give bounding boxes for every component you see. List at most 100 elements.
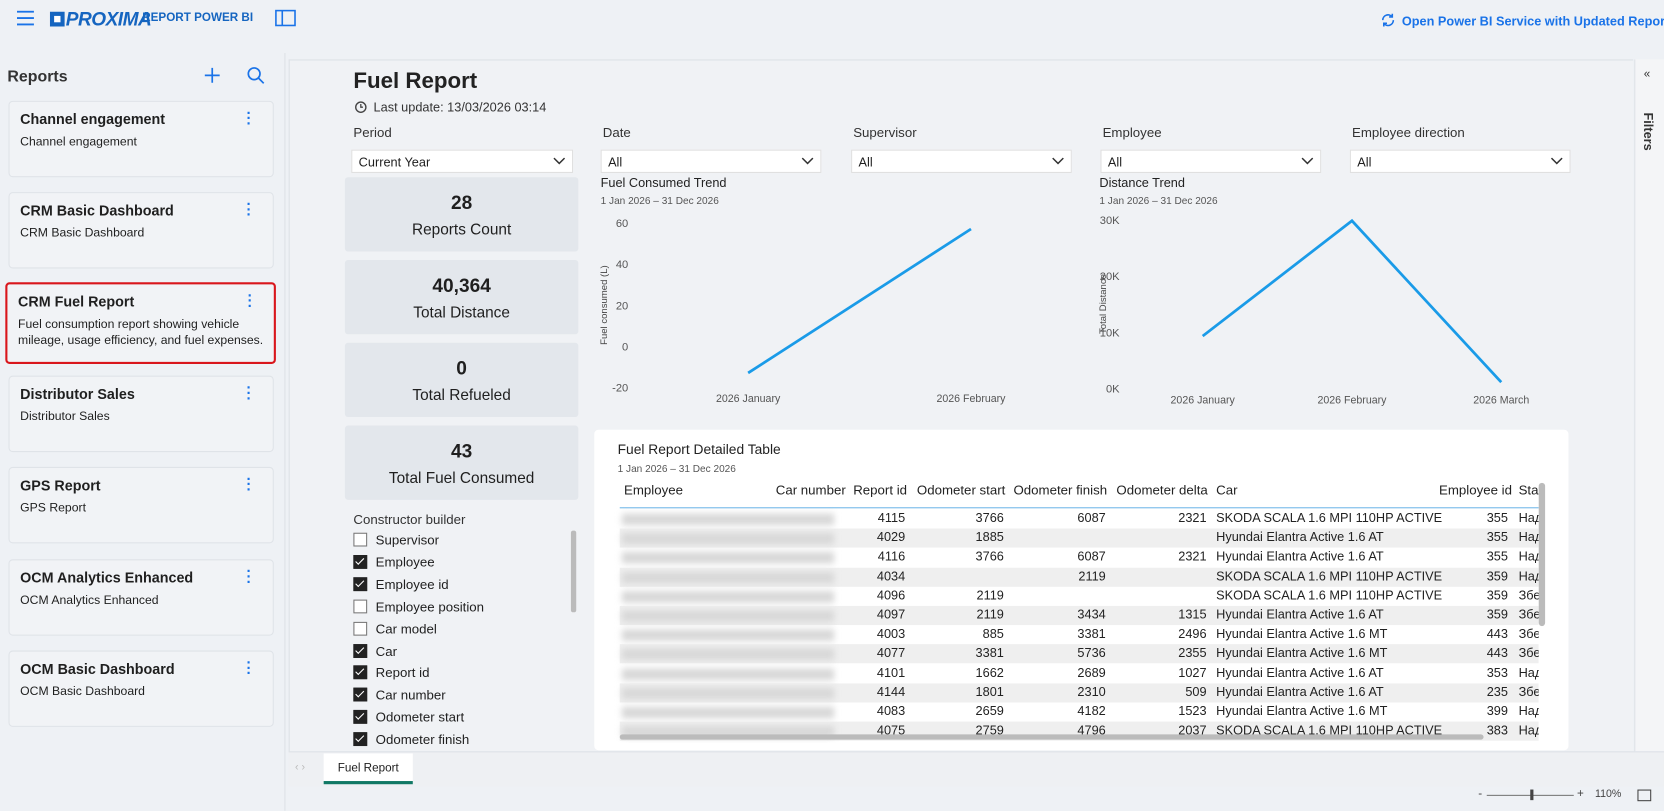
zoom-plus[interactable]: + <box>1576 787 1584 801</box>
report-card[interactable]: Distributor Sales Distributor Sales · · · <box>8 375 274 452</box>
logo-icon <box>49 11 65 27</box>
field-checkbox[interactable]: Car model <box>353 621 437 636</box>
table-cell: 509 <box>1185 684 1207 700</box>
x-tick-label: 2026 February <box>1317 394 1387 406</box>
filter-dropdown[interactable]: All <box>851 149 1072 173</box>
table-cell: Hyundai Elantra Active 1.6 AT <box>1216 684 1384 700</box>
more-button[interactable]: · · · <box>246 103 252 132</box>
table-cell: 1027 <box>1178 664 1207 680</box>
report-card[interactable]: OCM Basic Dashboard OCM Basic Dashboard · ·… <box>8 650 274 727</box>
field-checkbox[interactable]: Odometer start <box>353 710 464 725</box>
report-card[interactable]: CRM Fuel Report Fuel consumption report s… <box>5 281 276 364</box>
column-header[interactable]: Employee id <box>1438 482 1512 498</box>
field-label: Odometer finish <box>375 732 470 748</box>
filter-dropdown[interactable]: All <box>1349 149 1571 173</box>
h-scrollbar[interactable] <box>619 734 1484 740</box>
collapse-icon[interactable]: « <box>1643 67 1651 81</box>
report-card[interactable]: Channel engagement Channel engagement · · · <box>8 100 274 178</box>
panel-icon[interactable] <box>275 9 296 27</box>
column-header[interactable]: Odometer delta <box>1116 482 1208 498</box>
y-axis-label: Fuel consumed (L) <box>599 265 610 345</box>
table-cell: 443 <box>1486 626 1508 642</box>
column-header[interactable]: Employee <box>623 482 683 498</box>
table-cell: 4075 <box>876 722 906 738</box>
y-axis-label: Total Distance <box>1098 274 1109 334</box>
zoom-slider[interactable] <box>1486 794 1574 796</box>
report-card-title: CRM Fuel Report <box>18 293 135 310</box>
checkbox <box>353 687 368 702</box>
filter-dropdown[interactable]: All <box>600 149 822 173</box>
column-header[interactable]: Car <box>1216 482 1238 498</box>
table-cell: 2119 <box>976 607 1004 622</box>
table-cell: Збе <box>1518 607 1539 622</box>
v-scrollbar[interactable] <box>1538 482 1546 627</box>
report-card[interactable]: OCM Analytics Enhanced OCM Analytics Enha… <box>8 558 274 636</box>
table-cell: 3381 <box>975 645 1004 661</box>
field-label: Odometer start <box>375 710 465 725</box>
refresh-icon <box>1381 13 1395 27</box>
table-cell: 355 <box>1486 529 1508 545</box>
chevron <box>1550 157 1563 165</box>
fit-page[interactable] <box>1637 789 1652 802</box>
kpi-card: 43 Total Fuel Consumed <box>344 425 579 500</box>
zoom-thumb[interactable] <box>1530 789 1534 801</box>
report-card[interactable]: GPS Report GPS Report · · · <box>8 467 274 544</box>
more-button[interactable]: · · · <box>246 470 252 498</box>
report-card-description: Distributor Sales <box>20 410 110 424</box>
filter-dropdown[interactable]: Current Year <box>351 149 574 173</box>
table-cell: Hyundai Elantra Active 1.6 AT <box>1216 607 1384 622</box>
report-card-title: OCM Basic Dashboard <box>20 660 175 677</box>
more-button[interactable]: · · · <box>246 653 252 682</box>
table-cell: Збе <box>1518 587 1539 603</box>
table-cell: Hyundai Elantra Active 1.6 MT <box>1216 626 1388 642</box>
field-checkbox[interactable]: Car <box>353 643 397 658</box>
zoom-minus[interactable]: - <box>1478 787 1483 801</box>
table-cell: SKODA SCALA 1.6 MPI 110HP ACTIVE <box>1216 587 1443 603</box>
filter-label: Supervisor <box>853 125 917 141</box>
search-button[interactable] <box>246 66 265 85</box>
column-header[interactable]: Stat <box>1518 482 1539 498</box>
y-tick-label: 0 <box>622 341 628 353</box>
field-label: Report id <box>375 665 430 681</box>
scrollbar[interactable] <box>570 530 577 613</box>
menu-icon[interactable] <box>16 10 34 26</box>
field-checkbox[interactable]: Report id <box>353 665 430 681</box>
field-checkbox[interactable]: Employee id <box>353 577 449 592</box>
table-cell: 359 <box>1486 607 1508 622</box>
blurred-cell <box>621 610 835 622</box>
table-cell: 2119 <box>1078 568 1106 584</box>
table-cell: 353 <box>1486 664 1508 680</box>
report-card-title: Distributor Sales <box>20 386 135 403</box>
report-card-title: GPS Report <box>20 477 101 494</box>
column-header[interactable]: Car number <box>775 482 846 498</box>
report-card[interactable]: CRM Basic Dashboard CRM Basic Dashboard · ·… <box>8 192 274 269</box>
more-button[interactable]: · · · <box>247 286 253 314</box>
kpi-label: Total Refueled <box>412 387 511 405</box>
field-checkbox[interactable]: Odometer finish <box>353 732 469 747</box>
report-card-title: Channel engagement <box>20 111 166 128</box>
y-tick-label: 20 <box>616 300 628 312</box>
more-button[interactable]: · · · <box>246 561 252 590</box>
filters-label[interactable]: Filters <box>1640 112 1656 151</box>
add-button[interactable] <box>204 67 221 84</box>
field-checkbox[interactable]: Supervisor <box>353 532 440 548</box>
field-checkbox[interactable]: Car number <box>353 687 446 703</box>
more-button[interactable]: · · · <box>246 378 252 407</box>
tab-arrows[interactable]: ‹ › <box>295 761 306 774</box>
table-cell: 2321 <box>1178 549 1207 564</box>
open-service-link[interactable]: Open Power BI Service with Updated Repor… <box>1401 13 1664 29</box>
field-checkbox[interactable]: Employee position <box>353 599 484 614</box>
y-tick-label: 20K <box>1100 271 1120 283</box>
filter-dropdown[interactable]: All <box>1100 149 1322 173</box>
field-checkbox[interactable]: Employee <box>353 554 435 570</box>
column-header[interactable]: Odometer finish <box>1013 482 1108 498</box>
tab[interactable]: Fuel Report <box>323 753 413 785</box>
blurred-cell <box>621 706 835 719</box>
table-cell: 2321 <box>1178 510 1207 526</box>
more-button[interactable]: · · · <box>246 195 252 224</box>
table-cell: 3766 <box>975 549 1004 564</box>
column-header[interactable]: Report id <box>853 482 908 498</box>
table-cell: 4796 <box>1077 722 1106 738</box>
column-header[interactable]: Odometer start <box>916 482 1006 498</box>
field-label: Supervisor <box>375 532 440 548</box>
